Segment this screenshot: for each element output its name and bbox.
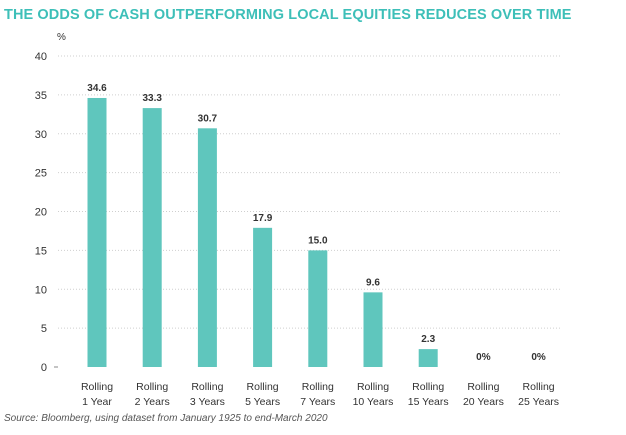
x-tick-label: Rolling	[247, 381, 279, 393]
y-tick-label: 20	[35, 207, 47, 219]
x-tick-label: 20 Years	[463, 396, 504, 408]
bar	[87, 97, 107, 368]
y-tick-label: 25	[35, 168, 47, 180]
source-note: Source: Bloomberg, using dataset from Ja…	[4, 413, 328, 424]
bar	[253, 227, 273, 367]
bar	[197, 128, 217, 367]
x-tick-label: 10 Years	[353, 396, 394, 408]
y-tick-label: 15	[35, 245, 47, 257]
chart-title: THE ODDS OF CASH OUTPERFORMING LOCAL EQU…	[4, 7, 572, 23]
x-tick-label: Rolling	[467, 381, 499, 393]
bar	[363, 292, 383, 367]
data-label: 0%	[531, 352, 546, 363]
x-tick-label: 1 Year	[82, 396, 112, 408]
data-label: 34.6	[87, 83, 107, 94]
y-tick-label: 0	[41, 362, 47, 374]
data-label: 17.9	[253, 213, 273, 224]
x-tick-label: Rolling	[412, 381, 444, 393]
data-label: 2.3	[421, 334, 435, 345]
data-label: 33.3	[142, 93, 162, 104]
y-tick-label: 35	[35, 90, 47, 102]
x-tick-label: Rolling	[191, 381, 223, 393]
y-tick-label: 40	[35, 51, 47, 63]
data-labels: 34.6 33.3 30.7 17.9 15.0 9.6 2.3 0% 0%	[87, 83, 546, 363]
bar	[308, 250, 328, 367]
y-axis: % 0 5 10 15 20 25 30 35 40	[35, 32, 66, 374]
y-tick-label: 30	[35, 129, 47, 141]
y-tick-label: 10	[35, 284, 47, 296]
x-tick-label: Rolling	[302, 381, 334, 393]
x-tick-label: 7 Years	[300, 396, 335, 408]
x-tick-label: Rolling	[523, 381, 555, 393]
x-tick-label: 5 Years	[245, 396, 280, 408]
bars	[87, 97, 438, 368]
x-axis-tick-labels: Rolling 1 Year Rolling 2 Years Rolling 3 Year…	[81, 381, 559, 408]
x-tick-label: Rolling	[357, 381, 389, 393]
data-label: 15.0	[308, 235, 328, 246]
x-tick-label: 2 Years	[135, 396, 170, 408]
x-tick-label: 25 Years	[518, 396, 559, 408]
y-axis-unit-label: %	[57, 32, 66, 43]
data-label: 0%	[476, 352, 491, 363]
x-tick-label: Rolling	[81, 381, 113, 393]
data-label: 30.7	[198, 113, 218, 124]
x-tick-label: Rolling	[136, 381, 168, 393]
bar	[142, 108, 162, 367]
y-tick-label: 5	[41, 323, 47, 335]
data-label: 9.6	[366, 277, 380, 288]
x-tick-label: 3 Years	[190, 396, 225, 408]
bar	[418, 349, 438, 367]
x-tick-label: 15 Years	[408, 396, 449, 408]
